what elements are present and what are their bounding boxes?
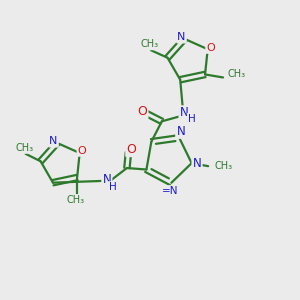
Text: O: O — [127, 143, 136, 156]
Text: CH₃: CH₃ — [67, 195, 85, 205]
Text: O: O — [206, 43, 215, 53]
Text: N: N — [49, 136, 58, 146]
Text: N: N — [103, 172, 111, 186]
Text: O: O — [137, 105, 147, 118]
Text: N: N — [177, 32, 186, 42]
Text: N: N — [180, 106, 188, 119]
Text: CH₃: CH₃ — [215, 161, 233, 171]
Text: H: H — [109, 182, 117, 192]
Text: O: O — [78, 146, 86, 156]
Text: CH₃: CH₃ — [228, 70, 246, 80]
Text: CH₃: CH₃ — [140, 39, 159, 49]
Text: N: N — [176, 125, 185, 138]
Text: =N: =N — [162, 186, 178, 196]
Text: CH₃: CH₃ — [15, 143, 33, 153]
Text: N: N — [193, 157, 201, 170]
Text: H: H — [188, 114, 196, 124]
